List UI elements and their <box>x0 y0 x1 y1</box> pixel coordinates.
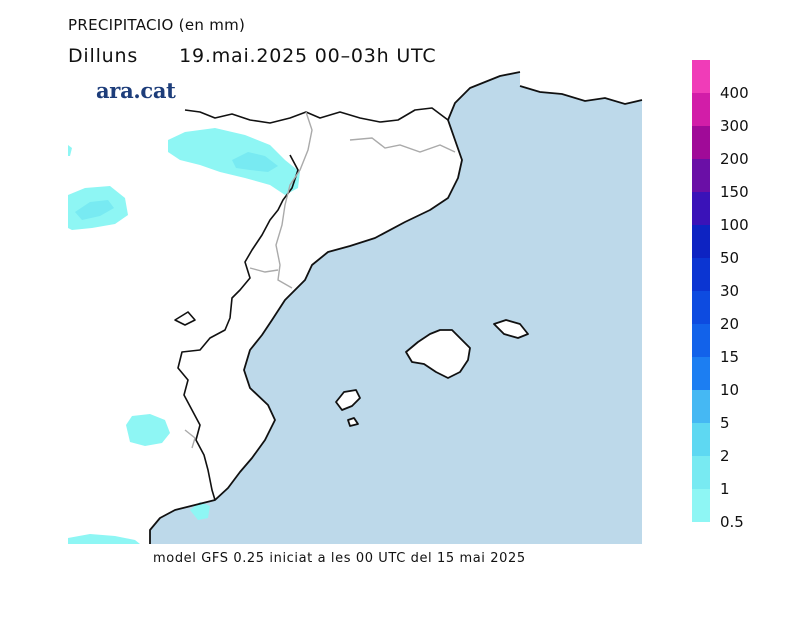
precip-area-bottom-left <box>68 534 140 544</box>
subtitle-day: Dilluns <box>68 45 139 67</box>
legend-label: 200 <box>720 150 749 168</box>
island-menorca <box>493 319 529 339</box>
legend-label: 15 <box>720 348 740 366</box>
legend-label: 0.5 <box>720 513 744 531</box>
map-title: PRECIPITACIO (en mm) <box>68 16 246 34</box>
legend-swatch <box>692 258 710 291</box>
legend-label: 5 <box>720 414 730 432</box>
regional-borders <box>184 111 456 449</box>
balearic-islands <box>335 319 529 427</box>
legend-label: 1 <box>720 480 730 498</box>
precip-area-pyrenees-core <box>232 152 278 172</box>
catalonia-west-border <box>275 111 313 289</box>
legend-swatch <box>692 291 710 324</box>
legend-swatch <box>692 324 710 357</box>
legend-label: 20 <box>720 315 740 333</box>
legend-label: 2 <box>720 447 730 465</box>
land-north <box>520 72 642 104</box>
south-province-border <box>184 429 196 449</box>
precip-area-southwest <box>126 414 170 446</box>
model-run-footer: model GFS 0.25 iniciat a les 00 UTC del … <box>153 551 526 566</box>
coastline-north <box>519 85 643 105</box>
legend-swatch <box>692 60 710 93</box>
map-subtitle: Dilluns 19.mai.2025 00–03h UTC <box>68 45 436 67</box>
valencia-province-border <box>249 267 279 273</box>
legend-swatch <box>692 357 710 390</box>
ara-cat-logo: ara.cat <box>96 78 176 103</box>
catalonia-province-border <box>349 137 456 153</box>
precip-area-top-left <box>68 145 72 156</box>
island-mallorca <box>405 329 471 379</box>
pyrenees-border <box>184 107 449 124</box>
island-ibiza <box>335 389 361 411</box>
legend-swatch <box>692 456 710 489</box>
legend-label: 50 <box>720 249 740 267</box>
legend-swatch <box>692 192 710 225</box>
legend-swatch <box>692 489 710 522</box>
subtitle-datetime: 19.mai.2025 00–03h UTC <box>179 45 437 67</box>
legend-label: 150 <box>720 183 749 201</box>
legend-swatch <box>692 225 710 258</box>
legend-swatch <box>692 159 710 192</box>
legend-label: 10 <box>720 381 740 399</box>
legend-label: 100 <box>720 216 749 234</box>
precip-area-south <box>190 502 210 520</box>
legend-label: 30 <box>720 282 740 300</box>
precipitation-legend <box>692 60 712 522</box>
precipitation-areas <box>68 128 300 544</box>
land-mass <box>68 72 520 544</box>
national-borders <box>174 107 449 501</box>
coastline <box>149 71 521 544</box>
legend-swatch <box>692 423 710 456</box>
aragon-catalonia-border <box>177 154 299 501</box>
legend-swatch <box>692 390 710 423</box>
legend-label: 400 <box>720 84 749 102</box>
legend-swatch <box>692 126 710 159</box>
precip-area-west-core <box>75 200 114 220</box>
inner-border-notch <box>174 311 196 326</box>
legend-label: 300 <box>720 117 749 135</box>
legend-swatch <box>692 93 710 126</box>
island-formentera <box>347 417 359 427</box>
